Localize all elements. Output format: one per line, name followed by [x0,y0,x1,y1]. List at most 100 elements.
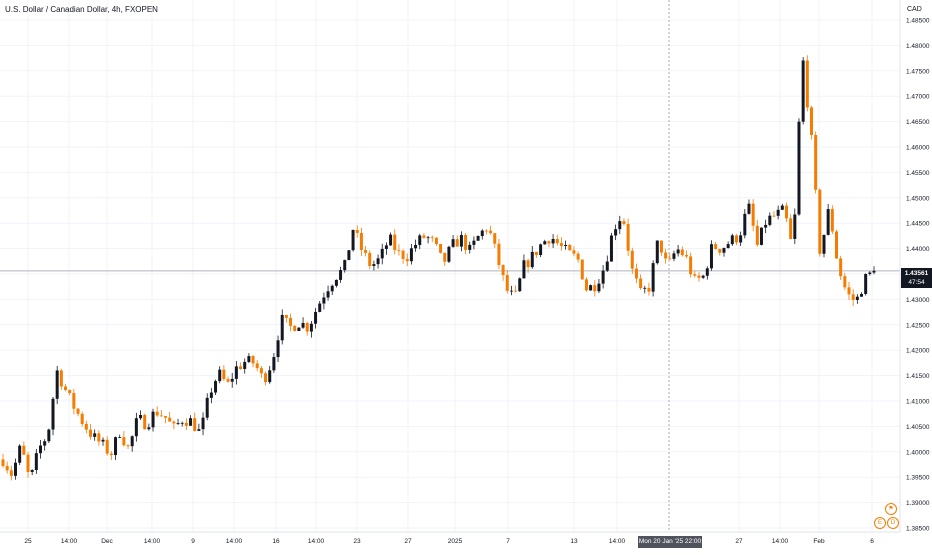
time-axis[interactable]: 25 14:00 Dec 14:00 9 14:00 16 14:00 23 27 2025 7 13 1… [0,531,900,545]
candle-body [118,437,122,438]
candle-body [47,429,51,442]
news-flag-icon[interactable]: ⚑ [885,503,897,515]
price-tick-label: 1.39500 [906,475,930,482]
candle-body [243,361,247,369]
candle-body [864,273,868,294]
time-tick-label: 25 [24,538,32,545]
candle-body [201,417,205,430]
time-tick-label: 14:00 [609,538,626,545]
candle-body [539,244,543,256]
candle-body [755,225,759,245]
bar-countdown: 47:54 [908,279,925,286]
candle-body [334,279,338,286]
candle-body [522,260,526,279]
candle-body [672,253,676,259]
candle-body [355,230,359,233]
candle-body [722,248,726,253]
time-tick-label: Feb [813,538,825,545]
candle-body [664,252,668,259]
candle-body [551,238,555,244]
price-tick-label: 1.47500 [906,68,930,75]
candle-body [209,392,213,398]
candle-body [272,357,276,371]
candle-body [801,60,805,122]
candle-body [855,296,859,300]
candle-body [489,230,493,234]
candle-body [534,251,538,256]
earnings-icon[interactable]: E [874,517,886,529]
candle-body [809,107,813,136]
candle-body [814,135,818,190]
time-tick-label: 13 [570,538,578,545]
candle-body [222,369,226,380]
candle-body [484,230,488,232]
candle-body [793,214,797,239]
candle-body [193,418,197,431]
candle-body [239,366,243,369]
candle-body [151,411,155,428]
candle-body [718,249,722,253]
candle-body [55,370,59,399]
currency-label: CAD [907,6,922,13]
candle-body [651,263,655,292]
candle-body [826,209,830,235]
candle-body [280,314,284,341]
candle-body [497,243,501,266]
candle-body [76,408,80,414]
candle-body [264,373,268,383]
candle-body [601,270,605,284]
candle-body [109,453,113,456]
price-axis[interactable]: 1.48500 1.48000 1.47500 1.47000 1.46500 1.460… [899,0,930,533]
candle-body [714,244,718,250]
candle-body [697,275,701,278]
price-tick-label: 1.48000 [906,43,930,50]
dividends-icon[interactable]: D [887,517,899,529]
candle-body [543,241,547,245]
candle-body [518,278,522,292]
price-tick-label: 1.41500 [906,373,930,380]
candle-body [176,423,180,424]
candle-body [730,235,734,245]
price-tick-label: 1.42500 [906,322,930,329]
chart-title: U.S. Dollar / Canadian Dollar, 4h, FXOPE… [5,5,158,14]
candle-body [405,258,409,262]
candle-body [805,60,809,108]
time-tick-label: 27 [735,538,743,545]
candle-body [589,285,593,291]
candle-body [168,417,172,422]
candle-body [451,239,455,247]
candle-body [301,322,305,328]
candle-body [247,356,251,362]
candle-body [114,437,118,456]
candle-body [530,251,534,268]
candle-body [418,235,422,245]
candle-body [84,423,88,430]
candle-body [726,244,730,249]
candle-body [689,256,693,275]
candle-body [339,270,343,280]
candle-body [676,249,680,254]
candle-body [134,418,138,437]
candle-body [68,389,72,394]
candle-body [401,250,405,259]
candle-body [609,235,613,262]
candle-body [526,260,530,268]
candle-body [447,246,451,262]
candle-body [126,445,130,447]
candle-body [314,311,318,324]
candle-body [143,414,147,430]
candle-body [101,439,105,442]
candle-body [455,239,459,247]
candle-body [43,441,47,446]
candle-body [122,437,126,446]
candle-body [614,229,618,236]
candle-body [343,260,347,271]
candle-body [743,213,747,236]
candle-body [509,290,513,292]
candle-body [155,411,159,416]
candle-body [659,240,663,253]
candle-body [472,240,476,245]
price-tick-label: 1.40500 [906,424,930,431]
